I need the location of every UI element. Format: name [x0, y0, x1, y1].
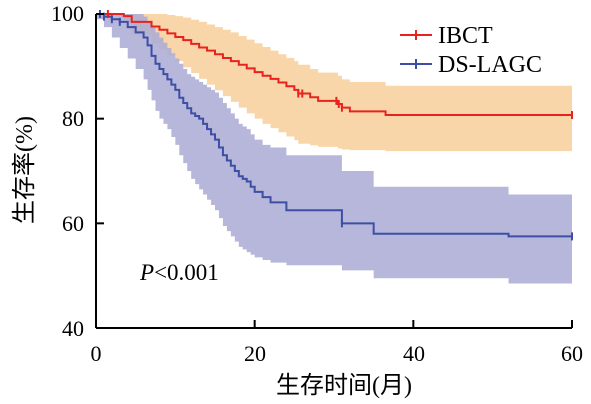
y-tick-label: 100	[51, 1, 84, 26]
x-axis-title: 生存时间(月)	[276, 372, 412, 399]
legend-label-ds-lagc: DS-LAGC	[438, 52, 542, 78]
y-axis-title: 生存率(%)	[11, 116, 38, 224]
x-tick-label: 20	[244, 341, 266, 366]
confidence-band-ds-lagc	[96, 14, 572, 287]
x-tick-label: 40	[403, 341, 425, 366]
y-tick-label: 60	[62, 211, 84, 236]
x-tick-label: 60	[561, 341, 583, 366]
survival-curves	[96, 13, 572, 238]
legend-label-ibct: IBCT	[438, 23, 493, 49]
censor-marks	[98, 10, 573, 241]
confidence-band-ibct	[96, 14, 572, 153]
survival-line-ds-lagc	[96, 13, 572, 238]
y-tick-labels: 100 80 60 40	[51, 1, 84, 341]
y-tick-label: 40	[62, 316, 84, 341]
y-tick-label: 80	[62, 106, 84, 131]
x-tick-label: 0	[91, 341, 102, 366]
legend: IBCT DS-LAGC	[400, 23, 542, 78]
axis-ticks	[95, 13, 573, 329]
confidence-bands	[96, 14, 572, 287]
legend-item-ds-lagc: DS-LAGC	[400, 52, 542, 78]
p-value-annotation: P<0.001	[139, 260, 219, 285]
legend-item-ibct: IBCT	[400, 23, 493, 49]
x-tick-labels: 0 20 40 60	[91, 341, 584, 366]
survival-line-ibct	[96, 13, 572, 117]
